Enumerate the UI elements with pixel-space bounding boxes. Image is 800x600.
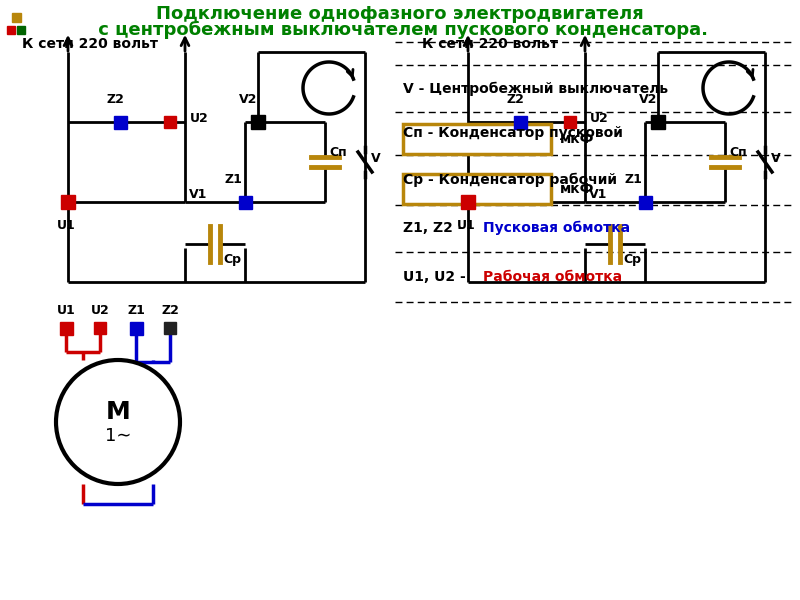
Bar bbox=[7, 26, 15, 34]
Bar bbox=[638, 196, 651, 208]
Bar bbox=[17, 26, 25, 34]
Text: Сп: Сп bbox=[329, 145, 346, 158]
Text: V1: V1 bbox=[589, 187, 607, 200]
FancyBboxPatch shape bbox=[403, 124, 551, 154]
FancyBboxPatch shape bbox=[403, 174, 551, 204]
Text: 1∼: 1∼ bbox=[105, 427, 131, 445]
Bar bbox=[130, 322, 142, 335]
Text: Сп: Сп bbox=[729, 145, 746, 158]
Text: с центробежным выключателем пускового конденсатора.: с центробежным выключателем пускового ко… bbox=[92, 21, 708, 39]
Text: Z1, Z2 -: Z1, Z2 - bbox=[403, 221, 468, 235]
Bar bbox=[461, 195, 475, 209]
Text: Z1: Z1 bbox=[127, 304, 145, 317]
Text: V1: V1 bbox=[189, 187, 207, 200]
Text: U2: U2 bbox=[90, 304, 110, 317]
Text: Z1: Z1 bbox=[624, 173, 642, 186]
Text: Z1: Z1 bbox=[224, 173, 242, 186]
Text: V - Центробежный выключатель: V - Центробежный выключатель bbox=[403, 82, 668, 96]
Text: Ср - Конденсатор рабочий: Ср - Конденсатор рабочий bbox=[403, 173, 617, 187]
Bar bbox=[164, 322, 176, 334]
Text: U1, U2 -: U1, U2 - bbox=[403, 270, 470, 284]
Text: V2: V2 bbox=[639, 93, 657, 106]
Text: V: V bbox=[371, 151, 381, 164]
Bar bbox=[11, 13, 21, 22]
Text: M: M bbox=[106, 400, 130, 424]
Bar bbox=[61, 195, 75, 209]
Bar bbox=[59, 322, 73, 335]
Bar bbox=[651, 115, 665, 129]
Text: Подключение однофазного электродвигателя: Подключение однофазного электродвигателя bbox=[156, 5, 644, 23]
Text: К сети 220 вольт: К сети 220 вольт bbox=[22, 37, 158, 51]
Bar bbox=[564, 116, 576, 128]
Text: U1: U1 bbox=[457, 219, 475, 232]
Bar bbox=[114, 115, 126, 128]
Text: V2: V2 bbox=[239, 93, 257, 106]
Text: мкФ: мкФ bbox=[560, 182, 594, 196]
Text: Рабочая обмотка: Рабочая обмотка bbox=[483, 270, 622, 284]
Text: Cp: Cp bbox=[623, 253, 641, 266]
Text: К сети 220 вольт: К сети 220 вольт bbox=[422, 37, 558, 51]
Text: U2: U2 bbox=[190, 112, 209, 124]
Text: Z2: Z2 bbox=[161, 304, 179, 317]
Text: Z2: Z2 bbox=[106, 93, 124, 106]
Bar bbox=[514, 115, 526, 128]
Text: Пусковая обмотка: Пусковая обмотка bbox=[483, 221, 630, 235]
Text: Сп - Конденсатор пусковой: Сп - Конденсатор пусковой bbox=[403, 126, 623, 140]
Text: U2: U2 bbox=[590, 112, 609, 124]
Text: мкФ: мкФ bbox=[560, 132, 594, 146]
Bar bbox=[164, 116, 176, 128]
Text: U1: U1 bbox=[57, 219, 75, 232]
Bar bbox=[251, 115, 265, 129]
Bar bbox=[238, 196, 251, 208]
Text: V: V bbox=[771, 151, 781, 164]
Bar bbox=[94, 322, 106, 334]
Text: U1: U1 bbox=[57, 304, 75, 317]
Text: Z2: Z2 bbox=[506, 93, 524, 106]
Text: Cp: Cp bbox=[223, 253, 241, 266]
